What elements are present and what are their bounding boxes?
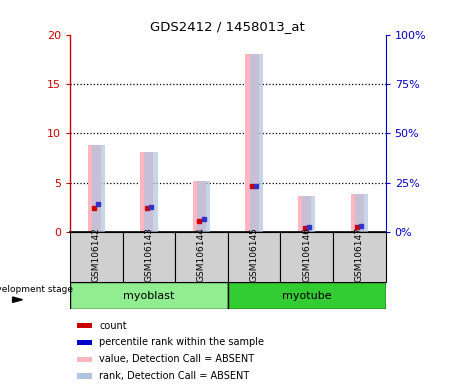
Bar — [228, 232, 281, 282]
Text: myotube: myotube — [282, 291, 331, 301]
Bar — [140, 152, 153, 232]
Bar — [298, 196, 311, 232]
Bar — [350, 194, 364, 232]
Text: development stage: development stage — [0, 285, 74, 294]
Bar — [197, 181, 210, 232]
Bar — [123, 232, 175, 282]
Bar — [333, 232, 386, 282]
Bar — [77, 323, 92, 328]
Text: percentile rank within the sample: percentile rank within the sample — [100, 338, 264, 348]
Bar — [355, 194, 368, 232]
Bar — [87, 145, 101, 232]
Bar — [175, 232, 228, 282]
Text: GSM106145: GSM106145 — [249, 227, 258, 282]
Text: myoblast: myoblast — [123, 291, 175, 301]
Bar — [70, 232, 123, 282]
Text: GSM106146: GSM106146 — [302, 227, 311, 282]
Bar — [302, 196, 315, 232]
Polygon shape — [13, 297, 23, 303]
Text: GSM106142: GSM106142 — [92, 227, 101, 282]
Bar — [77, 357, 92, 362]
Title: GDS2412 / 1458013_at: GDS2412 / 1458013_at — [150, 20, 305, 33]
Bar — [77, 373, 92, 379]
Bar — [77, 340, 92, 345]
Text: count: count — [100, 321, 127, 331]
Bar — [92, 145, 105, 232]
Bar — [193, 181, 206, 232]
Bar — [70, 282, 228, 309]
Bar — [245, 55, 258, 232]
Text: rank, Detection Call = ABSENT: rank, Detection Call = ABSENT — [100, 371, 250, 381]
Bar — [228, 282, 386, 309]
Text: GSM106147: GSM106147 — [355, 227, 364, 282]
Bar — [281, 232, 333, 282]
Bar — [144, 152, 157, 232]
Text: GSM106144: GSM106144 — [197, 227, 206, 282]
Bar — [249, 55, 263, 232]
Text: value, Detection Call = ABSENT: value, Detection Call = ABSENT — [100, 354, 255, 364]
Text: GSM106143: GSM106143 — [144, 227, 153, 282]
